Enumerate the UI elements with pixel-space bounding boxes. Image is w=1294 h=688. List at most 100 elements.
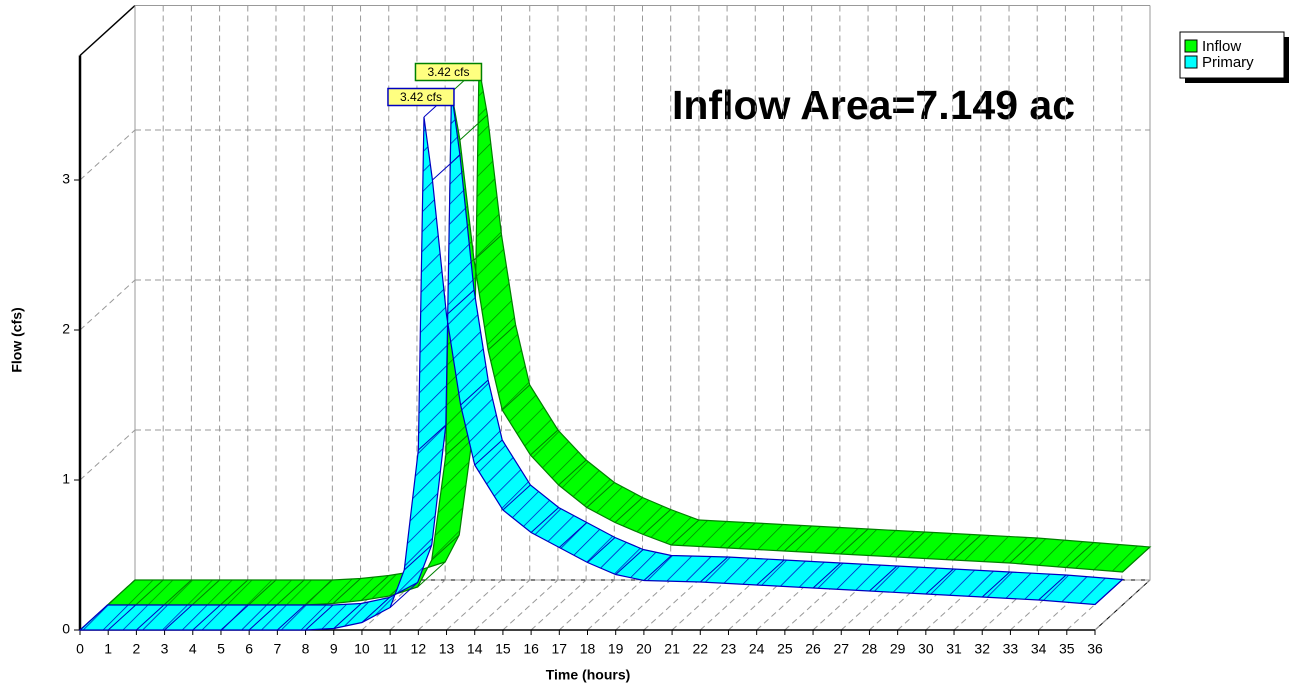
ribbon-rib — [136, 604, 165, 631]
value-label-box — [414, 62, 483, 82]
ribbon-rib — [925, 568, 954, 595]
x-tick-label: 0 — [76, 641, 84, 657]
y-tick-label: 2 — [62, 321, 70, 337]
ribbon-rib — [614, 497, 643, 523]
y-tick-label: 1 — [62, 471, 70, 487]
x-tick-label: 9 — [330, 641, 338, 657]
x-tick-label: 17 — [552, 641, 568, 657]
ribbon-rib — [446, 289, 475, 316]
ribbon-rib — [530, 429, 559, 456]
floor-grid-line — [699, 579, 756, 631]
x-tick-label: 2 — [132, 641, 140, 657]
ribbon-rib — [107, 579, 136, 606]
ribbon-rib — [163, 579, 192, 606]
value-label-text: 3.42 cfs — [427, 65, 469, 79]
x-tick-label: 10 — [354, 641, 370, 657]
x-tick-label: 12 — [411, 641, 427, 657]
ribbon-rib — [869, 565, 898, 592]
ribbon-rib — [1122, 546, 1151, 573]
value-label: 3.42 cfs — [414, 62, 483, 82]
ribbon-rib — [389, 582, 418, 608]
annotation: Inflow Area=7.149 ac — [672, 82, 1075, 128]
x-tick-label: 3 — [161, 641, 169, 657]
wall-grid-line — [79, 429, 136, 481]
x-tick-label: 18 — [580, 641, 596, 657]
ribbon-rib — [642, 509, 672, 535]
ribbon-rib — [840, 528, 869, 555]
y-tick-label: 0 — [62, 621, 70, 637]
ribbon-rib — [304, 579, 333, 606]
ribbon-rib — [587, 537, 616, 563]
ribbon-rib — [432, 154, 461, 181]
floor-grid-line — [417, 579, 474, 631]
x-tick-label: 30 — [918, 641, 934, 657]
x-tick-label: 5 — [217, 641, 225, 657]
ribbon-rib — [276, 579, 305, 606]
ribbon-rib — [277, 604, 306, 631]
x-tick-label: 27 — [833, 641, 849, 657]
x-tick-label: 26 — [805, 641, 821, 657]
x-tick-label: 31 — [946, 641, 962, 657]
ribbon-rib — [473, 234, 502, 261]
ribbon-rib — [812, 562, 841, 589]
ribbon-rib — [417, 424, 447, 451]
x-tick-label: 14 — [467, 641, 483, 657]
ribbon-rib — [1009, 537, 1038, 564]
x-tick-label: 7 — [273, 641, 281, 657]
y-tick-label: 3 — [62, 171, 70, 187]
floor-grid-line — [728, 579, 784, 631]
x-axis-label: Time (hours) — [546, 667, 631, 683]
x-tick-label: 28 — [862, 641, 878, 657]
legend-box — [1179, 31, 1285, 79]
ribbon-rib — [896, 531, 925, 558]
ribbon-rib — [502, 484, 531, 511]
x-tick-label: 33 — [1003, 641, 1019, 657]
wall-edge — [79, 4, 136, 57]
x-tick-label: 25 — [777, 641, 793, 657]
legend-swatch — [1184, 55, 1198, 69]
ribbon-rib — [417, 561, 446, 588]
legend-label: Primary — [1202, 54, 1254, 71]
ribbon-rib — [248, 604, 278, 631]
value-label: 3.42 cfs — [387, 87, 455, 107]
ribbon-rib — [361, 597, 390, 623]
ribbon-rib — [333, 603, 362, 629]
ribbon-rib — [360, 575, 390, 601]
wall-grid-line — [79, 279, 136, 331]
ribbon-rib — [474, 439, 503, 466]
floor-grid-line — [643, 579, 700, 631]
legend-swatch — [1184, 39, 1198, 53]
ribbon-rib — [1038, 574, 1067, 601]
ribbon-rib — [727, 522, 756, 549]
floor-grid-line — [474, 579, 531, 631]
ribbon-rib — [1094, 579, 1123, 605]
y-axis-label: Flow (cfs) — [9, 307, 25, 372]
x-tick-label: 21 — [664, 641, 680, 657]
series-ribbon — [105, 66, 1152, 606]
floor-grid-line — [671, 579, 728, 631]
legend-label: Inflow — [1202, 38, 1241, 55]
x-tick-label: 23 — [721, 641, 737, 657]
x-tick-label: 4 — [189, 641, 197, 657]
ribbon-rib — [643, 555, 672, 581]
ribbon-rib — [501, 384, 531, 411]
floor-grid-line — [530, 579, 587, 631]
ribbon-rib — [530, 507, 559, 533]
floor-grid-line — [446, 579, 502, 631]
ribbon-rib — [191, 579, 220, 606]
ribbon-rib — [586, 482, 615, 508]
ribbon-rib — [981, 571, 1011, 598]
floor-grid-line — [502, 579, 559, 631]
x-tick-label: 22 — [692, 641, 708, 657]
x-tick-label: 6 — [245, 641, 253, 657]
x-tick-label: 15 — [495, 641, 511, 657]
ribbon-rib — [459, 114, 488, 141]
floor-grid-line — [558, 579, 615, 631]
x-tick-label: 34 — [1031, 641, 1047, 657]
ribbon-rib — [952, 534, 982, 561]
ribbon-rib — [164, 604, 193, 631]
x-tick-label: 32 — [974, 641, 990, 657]
ribbon-rib — [558, 459, 587, 486]
x-tick-label: 36 — [1087, 641, 1103, 657]
